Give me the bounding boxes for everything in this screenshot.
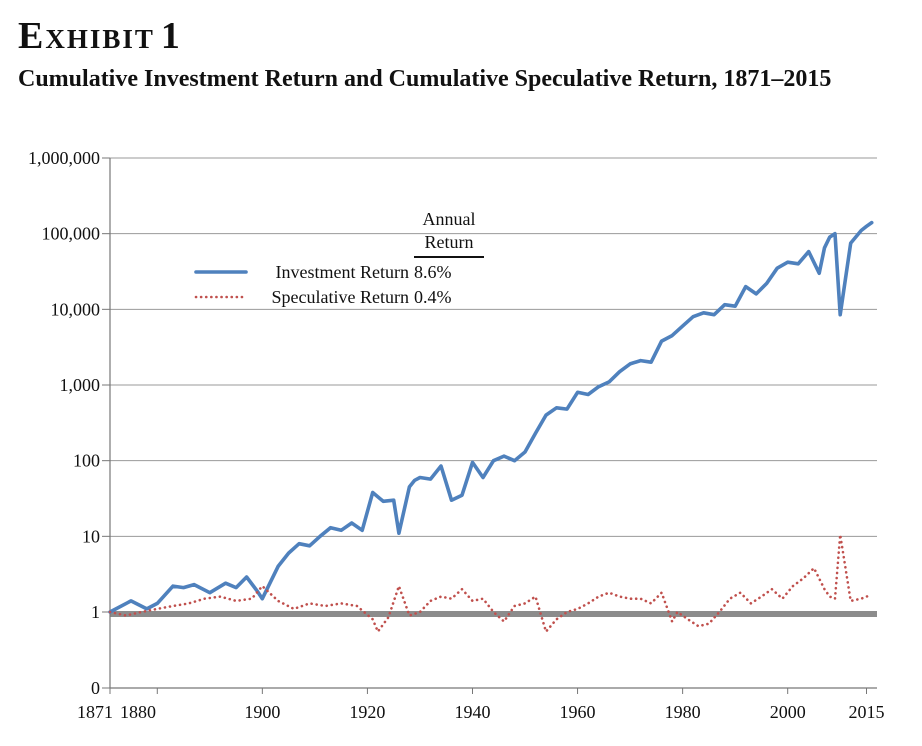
legend-series-name: Investment Return [276, 262, 409, 282]
gridlines [110, 157, 877, 617]
chart-title: Cumulative Investment Return and Cumulat… [18, 66, 832, 92]
axes: 0 1 10 100 1,000 10,000 100,000 1,000,000 1871 18… [28, 148, 884, 722]
legend-annual-return: 8.6% [414, 262, 452, 282]
investment-return-line [108, 220, 874, 614]
x-tick-label: 1960 [560, 702, 596, 722]
y-tick-label: 10 [82, 526, 100, 546]
legend-series-name: Speculative Return [272, 287, 409, 307]
x-tick-label: 2000 [770, 702, 806, 722]
y-tick-label: 0 [91, 678, 100, 698]
legend-header-return: Return [425, 232, 474, 252]
x-tick-label: 1980 [665, 702, 701, 722]
legend-annual-return: 0.4% [414, 287, 452, 307]
y-tick-label: 1 [91, 602, 100, 622]
x-tick-label: 1920 [349, 702, 385, 722]
series-layer [108, 220, 874, 633]
y-tick-label: 100 [73, 451, 100, 471]
exhibit-word: Exhibit [18, 15, 155, 57]
y-tick-label: 1,000 [60, 375, 101, 395]
y-tick-label: 10,000 [51, 299, 101, 319]
legend: Annual Return Investment Return 8.6%Specula… [194, 209, 484, 307]
speculative-return-line [108, 533, 874, 633]
y-tick-label: 100,000 [42, 224, 101, 244]
x-tick-label: 1871 [77, 702, 113, 722]
exhibit-number: 1 [160, 15, 182, 57]
x-tick-label: 1880 [120, 702, 156, 722]
x-tick-label: 2015 [848, 702, 884, 722]
y-tick-label: 1,000,000 [28, 148, 100, 168]
x-tick-label: 1940 [454, 702, 490, 722]
legend-header-annual: Annual [423, 209, 476, 229]
x-tick-label: 1900 [244, 702, 280, 722]
exhibit-label: Exhibit 1 [18, 14, 182, 58]
